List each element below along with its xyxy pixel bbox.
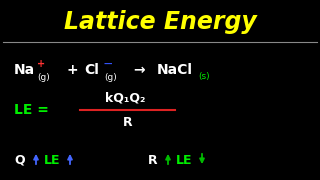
Text: R: R (148, 154, 158, 166)
Text: →: → (133, 63, 145, 77)
Text: Na: Na (14, 63, 35, 77)
Text: LE =: LE = (14, 103, 49, 117)
Text: LE: LE (44, 154, 60, 166)
Text: R: R (123, 116, 132, 129)
Text: +: + (37, 59, 45, 69)
Text: +: + (66, 63, 78, 77)
Text: Cl: Cl (84, 63, 99, 77)
Text: Lattice Energy: Lattice Energy (64, 10, 256, 34)
Text: LE: LE (176, 154, 193, 166)
Text: kQ₁Q₂: kQ₁Q₂ (105, 91, 146, 105)
Text: (s): (s) (198, 73, 210, 82)
Text: (g): (g) (37, 73, 50, 82)
Text: —: — (104, 60, 113, 69)
Text: NaCl: NaCl (157, 63, 193, 77)
Text: Q: Q (14, 154, 25, 166)
Text: (g): (g) (104, 73, 117, 82)
